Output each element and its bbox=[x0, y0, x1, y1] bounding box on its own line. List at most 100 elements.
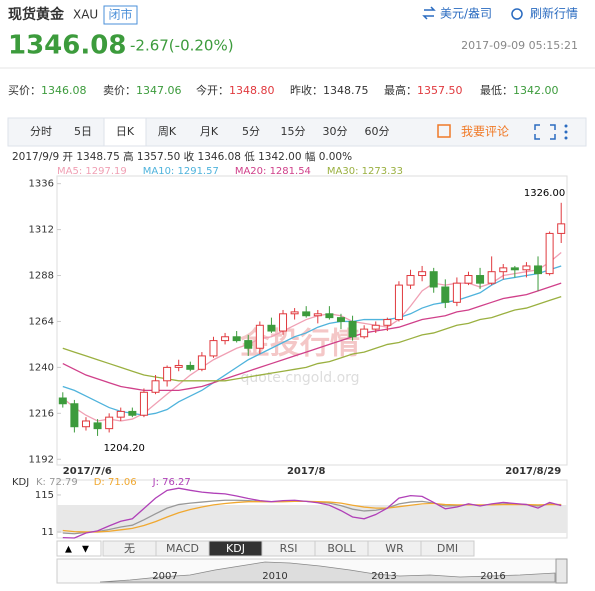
candle-body bbox=[557, 223, 566, 234]
candle-body bbox=[510, 267, 519, 271]
more-icon[interactable] bbox=[564, 124, 568, 140]
candle-body bbox=[464, 275, 473, 284]
kdj-title: KDJ bbox=[12, 477, 29, 488]
indicator-tab[interactable]: DMI bbox=[437, 542, 458, 555]
candle-body bbox=[279, 313, 288, 332]
candle-body bbox=[476, 275, 485, 284]
navigator-label: 2013 bbox=[371, 571, 396, 582]
period-tab[interactable]: 周K bbox=[158, 125, 177, 138]
candle-body bbox=[290, 311, 299, 315]
candle-body bbox=[429, 271, 438, 288]
indicator-tab[interactable]: WR bbox=[385, 542, 404, 555]
y-tick-label: 1264 bbox=[29, 316, 54, 327]
navigator-label: 2007 bbox=[152, 571, 177, 582]
price: 1346.08 bbox=[8, 31, 126, 61]
annotation: 1326.00 bbox=[524, 188, 565, 199]
indicator-tab[interactable]: RSI bbox=[280, 542, 298, 555]
candle-body bbox=[209, 340, 218, 357]
asset-name: 现货黄金 bbox=[8, 6, 65, 23]
ohlc-info: 2017/9/9 开 1348.75 高 1357.50 收 1346.08 低… bbox=[12, 150, 352, 163]
y-tick-label: 1240 bbox=[29, 362, 54, 373]
candle-body bbox=[221, 336, 230, 342]
candle-body bbox=[452, 282, 461, 303]
indicator-tab[interactable]: KDJ bbox=[226, 542, 245, 555]
legend-entry: MA20: 1281.54 bbox=[235, 166, 311, 177]
candle-body bbox=[383, 319, 392, 326]
y-tick-label: 1288 bbox=[29, 271, 54, 282]
period-tabs: 分时 5日 日K 周K 月K 5分 15分 30分 60分 bbox=[30, 117, 390, 147]
candle-body bbox=[174, 364, 183, 368]
period-tab[interactable]: 日K bbox=[116, 125, 135, 138]
candle-body bbox=[105, 416, 114, 430]
candle-body bbox=[313, 313, 322, 317]
y-tick-label: 1312 bbox=[29, 225, 54, 236]
candle-body bbox=[70, 403, 79, 428]
comment-icon[interactable] bbox=[437, 124, 451, 138]
quote-value: 1348.80 bbox=[229, 84, 275, 97]
period-tab[interactable]: 分时 bbox=[30, 125, 52, 138]
period-tab[interactable]: 5分 bbox=[242, 125, 260, 138]
candle-body bbox=[267, 324, 276, 332]
candle-body bbox=[93, 422, 102, 430]
quote-label: 买价： bbox=[8, 84, 41, 97]
switch-icon[interactable] bbox=[422, 6, 436, 20]
candle-body bbox=[545, 232, 554, 275]
candle-body bbox=[302, 311, 311, 317]
candle-body bbox=[255, 324, 264, 349]
plot-frame bbox=[56, 175, 568, 466]
period-tab[interactable]: 60分 bbox=[365, 125, 390, 138]
period-tab[interactable]: 月K bbox=[200, 125, 219, 138]
candle-body bbox=[487, 271, 496, 284]
quote-label: 卖价： bbox=[103, 84, 136, 97]
indicator-tab[interactable]: 无 bbox=[124, 542, 135, 555]
y-tick-label: 1192 bbox=[29, 454, 54, 465]
comment-button[interactable]: 我要评论 bbox=[461, 125, 509, 139]
legend-entry: MA5: 1297.19 bbox=[57, 166, 127, 177]
quote-row: 买价： 1346.08 卖价： 1347.06 今开： 1348.80 昨收： 1348.75… bbox=[8, 83, 559, 97]
legend-entry: K: 72.79 bbox=[36, 477, 78, 488]
candle-body bbox=[522, 265, 531, 271]
indicator-line bbox=[62, 282, 562, 392]
candle-body bbox=[244, 340, 253, 349]
candle-body bbox=[325, 313, 334, 319]
status-text: 闭市 bbox=[108, 7, 132, 22]
x-tick-label: 2017/8/29 bbox=[505, 466, 561, 477]
status-badge bbox=[103, 5, 138, 25]
unit-button[interactable]: 美元/盎司 bbox=[440, 7, 492, 21]
refresh-button[interactable]: 刷新行情 bbox=[530, 6, 578, 21]
active-tab bbox=[103, 117, 147, 147]
legend-entry: MA30: 1273.33 bbox=[327, 166, 403, 177]
quote-label: 最高： bbox=[384, 83, 417, 97]
candle-body bbox=[116, 410, 125, 418]
fullscreen-icon[interactable] bbox=[534, 124, 556, 140]
candle-body bbox=[197, 355, 206, 370]
candle-body bbox=[418, 271, 427, 277]
candle-body bbox=[186, 364, 195, 370]
legend-entry: D: 71.06 bbox=[94, 477, 137, 488]
period-tab[interactable]: 30分 bbox=[323, 125, 348, 138]
indicator-tab[interactable]: BOLL bbox=[327, 542, 356, 555]
scroll-up[interactable]: ▲ bbox=[65, 545, 72, 555]
scroll-down[interactable]: ▼ bbox=[82, 545, 89, 555]
candle-body bbox=[336, 317, 345, 322]
navigator-handle[interactable] bbox=[555, 558, 568, 584]
annotation: 1204.20 bbox=[104, 443, 145, 454]
candle-body bbox=[232, 336, 241, 342]
timestamp: 2017-09-09 05:15:21 bbox=[461, 39, 578, 52]
period-tab[interactable]: 15分 bbox=[281, 125, 306, 138]
x-tick-label: 2017/8 bbox=[287, 466, 325, 477]
indicator-line bbox=[62, 295, 562, 382]
candle-body bbox=[58, 397, 67, 405]
candle-body bbox=[394, 284, 403, 321]
legend-entry: MA10: 1291.57 bbox=[143, 166, 219, 177]
refresh-icon[interactable] bbox=[511, 8, 523, 20]
period-tab[interactable]: 5日 bbox=[74, 125, 92, 138]
quote-label: 今开： bbox=[196, 83, 229, 97]
candle-body bbox=[499, 267, 508, 273]
candle-body bbox=[151, 380, 160, 393]
indicator-tab[interactable]: MACD bbox=[166, 542, 199, 555]
candle-body bbox=[371, 324, 380, 330]
watermark-url: quote.cngold.org bbox=[240, 370, 359, 386]
